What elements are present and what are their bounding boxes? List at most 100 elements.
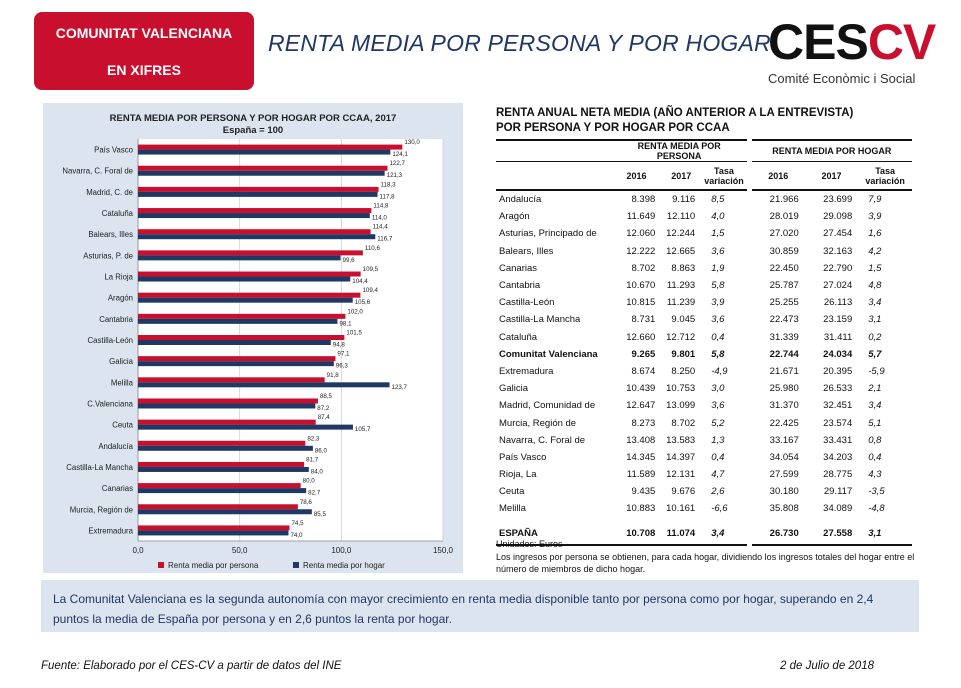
table-cell: 34.054 [746, 448, 805, 466]
region-name: Navarra, C. Foral de [499, 434, 586, 446]
table-cell: 27.020 [746, 225, 805, 243]
table-cell: 14.397 [666, 451, 696, 463]
region-name: Cantabria [499, 280, 541, 292]
table-cell: 27.599 [746, 466, 805, 484]
table-row: Galicia 10.439 10.753 3,0 25.980 26.533 2,1 [496, 380, 912, 398]
table-cell: 30.180 [746, 483, 805, 501]
table-cell: 12.665 [666, 245, 696, 257]
table-corner [496, 139, 612, 162]
table-cell: 7,9 [868, 194, 882, 206]
table-cell: 10.161 [666, 503, 696, 515]
table-cell: 31.411 [823, 331, 853, 343]
table-cell: 3,4 [701, 523, 750, 546]
data-label: 123,7 [392, 384, 408, 391]
category-label: Madrid, C. de [86, 188, 133, 197]
section-badge: COMUNITAT VALENCIANA EN XIFRES [34, 12, 254, 90]
table-row: Ceuta 9.435 9.676 2,6 30.180 29.117 -3,5 [496, 483, 912, 501]
category-label: Aragón [108, 294, 133, 303]
table-cell: 8.702 [631, 262, 656, 274]
table-cell: 9.801 [671, 348, 696, 360]
bar-hogar [138, 170, 385, 176]
table-cell: 0,4 [711, 451, 725, 463]
data-label: 98,1 [339, 320, 352, 327]
table-cell: 0,4 [711, 331, 725, 343]
col-header: 2017 [661, 161, 702, 191]
category-label: Castilla-León [87, 336, 133, 345]
table-cell: 22.473 [746, 311, 805, 329]
category-label: Asturias, P. de [83, 251, 133, 260]
table-cell: 12.244 [666, 228, 696, 240]
data-label: 114,0 [372, 215, 388, 222]
table-row: Cataluña 12.660 12.712 0,4 31.339 31.411 0,2 [496, 328, 912, 346]
badge-line-1: COMUNITAT VALENCIANA [55, 25, 233, 41]
table-cell: 33.431 [823, 434, 853, 446]
region-name: Cataluña [499, 331, 538, 343]
table-cell: 5,7 [868, 348, 882, 360]
data-label: 117,8 [380, 193, 396, 200]
bar-hogar [138, 488, 307, 494]
bar-hogar [138, 234, 376, 240]
table-body: Andalucía 8.398 9.116 8,5 21.966 23.699 7,9 Ara… [496, 190, 912, 546]
category-label: Extremadura [88, 526, 133, 535]
logo-text-red: CV [867, 14, 936, 70]
bar-persona [138, 483, 301, 489]
table-cell: 11.239 [666, 297, 696, 309]
data-label: 88,5 [320, 393, 333, 400]
region-name: Comunitat Valenciana [499, 348, 598, 360]
table-row: Comunitat Valenciana 9.265 9.801 5,8 22.744 2… [496, 345, 912, 363]
table-cell: 3,4 [868, 297, 882, 309]
table-cell: 13.099 [666, 400, 696, 412]
publication-date: 2 de Julio de 2018 [780, 660, 874, 672]
col-header: 2016 [611, 161, 662, 191]
data-label: 94,8 [333, 342, 346, 349]
data-label: 97,1 [337, 351, 350, 358]
table-cell: 9.045 [671, 314, 696, 326]
table-cell: 4,3 [868, 469, 882, 481]
data-label: 116,7 [377, 236, 393, 243]
table-cell: 29.117 [823, 486, 853, 498]
table-cell: 0,4 [868, 451, 882, 463]
table-row: Melilla 10.883 10.161 -6,6 35.808 34.089 -4,8 [496, 500, 912, 518]
data-label: 101,5 [346, 330, 362, 337]
group-header-persona: RENTA MEDIA POR PERSONA [611, 139, 750, 162]
chart-title: RENTA MEDIA POR PERSONA Y POR HOGAR POR … [109, 113, 397, 124]
table-row: Murcia, Región de 8.273 8.702 5,2 22.425 23.5… [496, 414, 912, 432]
bar-hogar [138, 191, 378, 197]
table-cell: 11.074 [661, 523, 702, 546]
data-label: 109,4 [362, 287, 378, 294]
table-cell: 28.019 [746, 208, 805, 226]
logo-mark: CESCV [768, 14, 936, 70]
bar-persona [138, 144, 403, 150]
bar-hogar [138, 361, 334, 367]
table-cell: 9.116 [672, 194, 696, 206]
bar-persona [138, 335, 345, 340]
category-label: Navarra, C. Foral de [62, 167, 133, 176]
bar-chart: 0,0 50,0 100,0 150,0 País Vasco 130,0 124,1 Nav… [62, 139, 454, 570]
data-label: 87,2 [317, 405, 330, 412]
table-cell: 8,5 [711, 194, 725, 206]
table-cell: 10.670 [626, 280, 656, 292]
bar-hogar [138, 509, 312, 515]
region-name: Castilla-León [499, 297, 555, 309]
bar-persona [138, 313, 346, 319]
table-cell: 8.250 [671, 365, 696, 377]
data-label: 105,6 [355, 299, 371, 306]
category-label: Cataluña [102, 209, 134, 218]
method-note: Los ingresos por persona se obtienen, pa… [496, 551, 915, 575]
table-row: Canarias 8.702 8.863 1,9 22.450 22.790 1,5 [496, 259, 912, 277]
x-tick-label: 50,0 [232, 546, 248, 555]
bar-hogar [138, 255, 341, 261]
table-row: Andalucía 8.398 9.116 8,5 21.966 23.699 7,9 [496, 190, 912, 209]
table-cell: 26.730 [746, 523, 805, 546]
x-tick-label: 100,0 [331, 546, 352, 555]
legend-swatch-hogar [293, 562, 299, 568]
table-cell: -6,6 [711, 503, 728, 515]
table-cell: 5,2 [711, 417, 725, 429]
table-cell: 5,1 [868, 417, 882, 429]
data-label: 84,0 [311, 468, 324, 475]
table-row: Navarra, C. Foral de 13.408 13.583 1,3 33.16… [496, 431, 912, 449]
table-cell: 0,8 [868, 434, 882, 446]
data-label: 114,8 [373, 203, 389, 210]
data-label: 118,3 [381, 181, 397, 188]
table-cell: 12.110 [666, 211, 696, 223]
